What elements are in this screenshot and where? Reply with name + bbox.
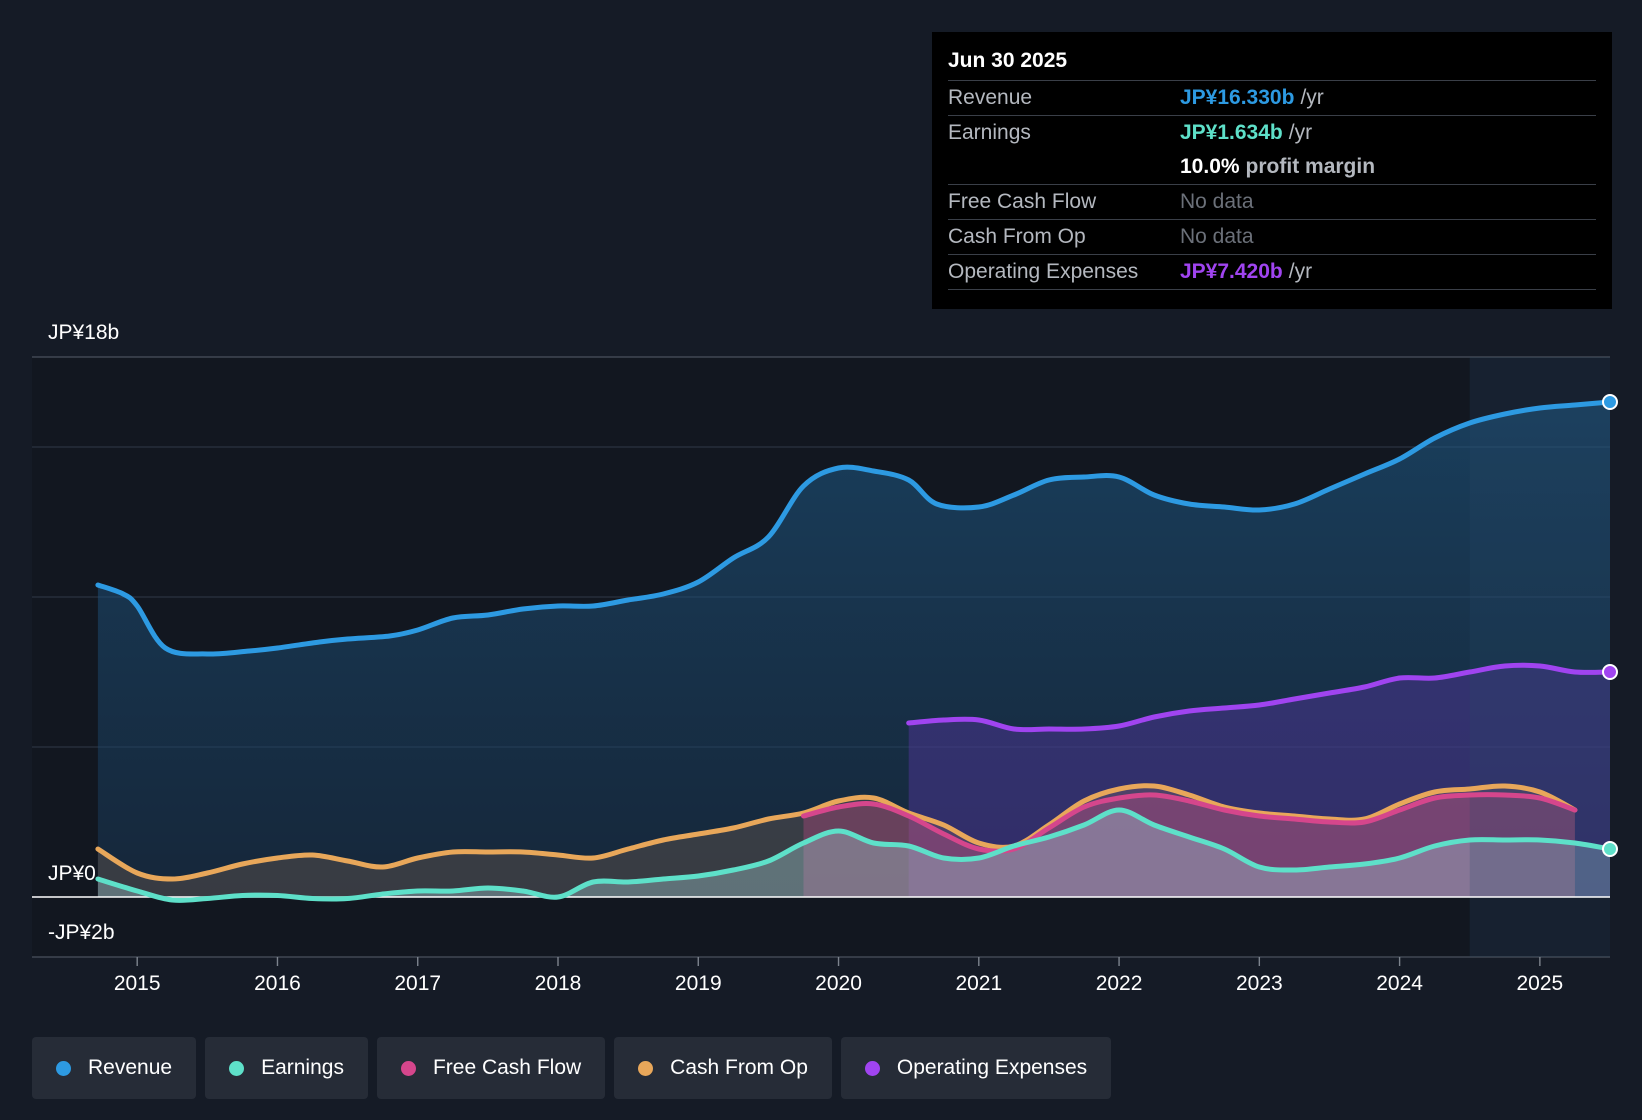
tooltip-row-margin: 10.0% profit margin [948,150,1596,184]
x-tick-label: 2019 [675,972,722,995]
legend-fcf-label: Free Cash Flow [432,1056,582,1079]
legend-opex-dot-icon [864,1060,880,1076]
data-tooltip: Jun 30 2025 Revenue JP¥16.330b /yr Earni… [932,32,1612,309]
y-tick-zero: JP¥0 [48,862,96,885]
series-lines [95,399,1613,903]
tooltip-earnings-unit: /yr [1288,121,1313,144]
tooltip-row-revenue: Revenue JP¥16.330b /yr [948,80,1596,115]
legend-earnings[interactable]: Earnings [205,1037,368,1099]
legend-opex-label: Operating Expenses [896,1056,1088,1079]
tooltip-opex-value: JP¥7.420b [1180,260,1283,283]
revenue-area [97,402,1610,897]
fcf-line [801,792,1578,854]
x-tick-label: 2021 [955,972,1002,995]
revenue-line [95,399,1613,657]
legend-earnings-dot-icon [229,1060,245,1076]
legend-free-cash-flow[interactable]: Free Cash Flow [376,1037,606,1099]
forecast-region [1469,357,1610,957]
legend-cfo-label: Cash From Op [670,1056,808,1079]
tooltip-revenue-label: Revenue [948,86,1033,109]
x-tick-label: 2015 [114,972,161,995]
earnings-end-marker [1602,841,1618,857]
x-tick-label: 2017 [394,972,441,995]
cfo-area [97,785,1575,897]
legend-revenue[interactable]: Revenue [32,1037,197,1099]
legend-revenue-label: Revenue [88,1056,173,1079]
fcf-area [803,794,1575,897]
legend-fcf-dot-icon [400,1060,416,1076]
earnings-line [95,807,1613,903]
tooltip-revenue-value: JP¥16.330b [1180,86,1295,109]
series-areas [97,402,1610,901]
tooltip-margin-value: 10.0% [1180,155,1240,178]
y-tick-bottom: -JP¥2b [48,921,115,944]
legend-cash-from-op[interactable]: Cash From Op [614,1037,832,1099]
x-axis-ticks: 2015 2016 2017 2018 2019 2020 2021 2022 2023 2024… [114,957,1563,995]
tooltip-opex-label: Operating Expenses [948,260,1139,283]
cfo-line [95,783,1578,882]
tooltip-row-earnings: Earnings JP¥1.634b /yr [948,115,1596,150]
legend-earnings-label: Earnings [261,1056,344,1079]
tooltip-cfo-value: No data [1180,225,1254,248]
opex-line [906,662,1613,733]
legend-cfo-dot-icon [638,1060,654,1076]
tooltip-fcf-label: Free Cash Flow [948,190,1097,213]
tooltip-date: Jun 30 2025 [948,49,1068,72]
tooltip-row-opex: Operating Expenses JP¥7.420b /yr [948,254,1596,290]
x-tick-label: 2018 [535,972,582,995]
tooltip-opex-unit: /yr [1288,260,1313,283]
x-tick-label: 2025 [1517,972,1564,995]
legend-revenue-dot-icon [56,1060,71,1076]
x-tick-label: 2023 [1236,972,1283,995]
x-tick-label: 2022 [1096,972,1143,995]
x-tick-label: 2016 [254,972,301,995]
x-tick-label: 2024 [1376,972,1423,995]
opex-end-marker [1602,664,1618,680]
tooltip-cfo-label: Cash From Op [948,225,1086,248]
tooltip-margin-label: profit margin [1245,155,1376,178]
chart-legend: Revenue Earnings Free Cash Flow Cash Fro… [32,1037,1112,1099]
tooltip-fcf-value: No data [1180,190,1254,213]
tooltip-row-fcf: Free Cash Flow No data [948,184,1596,219]
revenue-end-marker [1602,394,1618,410]
tooltip-revenue-unit: /yr [1300,86,1324,109]
tooltip-earnings-label: Earnings [948,121,1031,144]
y-tick-top: JP¥18b [48,321,120,344]
series-end-markers [1602,394,1618,857]
tooltip-earnings-value: JP¥1.634b [1180,121,1283,144]
earnings-area [97,810,1610,901]
tooltip-row-cfo: Cash From Op No data [948,219,1596,254]
x-tick-label: 2020 [815,972,862,995]
opex-area [908,665,1610,897]
legend-operating-expenses[interactable]: Operating Expenses [840,1037,1112,1099]
